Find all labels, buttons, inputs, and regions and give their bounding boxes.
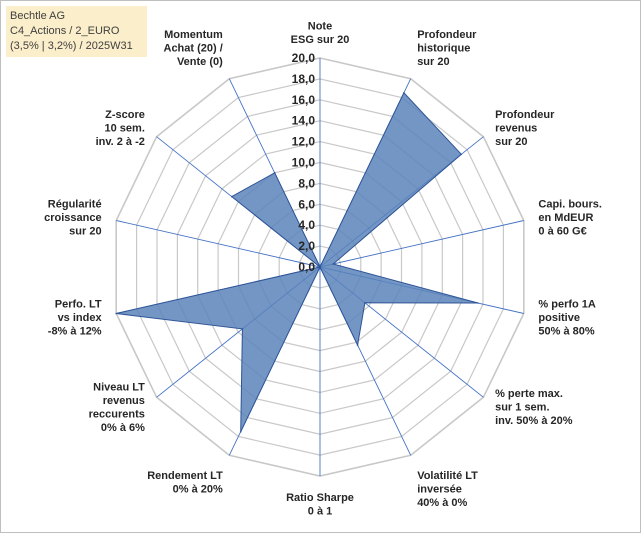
axis-label: % perfo 1A positive 50% à 80%	[538, 298, 596, 337]
company-name: Bechtle AG	[10, 10, 66, 22]
axis-label-line: Note	[308, 21, 332, 33]
axis-label: Volatilité LT inversée 40% à 0%	[417, 470, 478, 509]
axis-label-line: Achat (20) /	[164, 43, 223, 55]
tick-label: 0,0	[298, 260, 315, 274]
data-point	[241, 328, 244, 330]
tick-label: 14,0	[292, 114, 316, 128]
axis-label-line: Vente (0)	[177, 56, 223, 68]
axis-label-line: historique	[417, 43, 470, 55]
axis-label: Régularité croissance sur 20	[44, 199, 101, 238]
data-point	[364, 302, 366, 304]
axis-label-line: revenus	[103, 395, 145, 407]
axis-labels: Note ESG sur 20 Profondeur historique sur 20…	[44, 21, 602, 518]
tick-label: 8,0	[298, 176, 315, 190]
axis-label-line: inv. 2 à -2	[96, 136, 145, 148]
axis-label-line: 0 à 1	[308, 506, 332, 518]
axis-label-line: % perte max.	[495, 388, 563, 400]
tick-label: 16,0	[292, 93, 316, 107]
axis-label-line: vs index	[58, 312, 103, 324]
axis-label-line: Capi. bours.	[538, 199, 602, 211]
axis-label: % perte max. sur 1 sem. inv. 50% à 20%	[495, 388, 573, 427]
tick-label: 4,0	[298, 218, 315, 232]
axis-label-line: Profondeur	[495, 109, 555, 121]
data-point	[231, 195, 233, 198]
axis-label-line: 40% à 0%	[417, 497, 467, 509]
tick-label: 2,0	[298, 239, 315, 253]
axis-label-line: Volatilité LT	[417, 470, 478, 482]
axis-label-line: positive	[538, 312, 580, 324]
data-point	[356, 344, 359, 346]
axis-label-line: Régularité	[48, 199, 102, 211]
tick-label: 20,0	[292, 51, 316, 65]
data-point	[239, 431, 242, 433]
axis-label-line: 0 à 60 G€	[538, 226, 586, 238]
axis-label-line: % perfo 1A	[538, 298, 596, 310]
axis-spoke	[116, 220, 321, 268]
axis-label-line: Rendement LT	[147, 470, 223, 482]
axis-label-line: croissance	[44, 212, 101, 224]
axis-label: Niveau LT revenus reccurents 0% à 6%	[89, 381, 146, 434]
axis-label: Momentum Achat (20) / Vente (0)	[164, 29, 224, 68]
info-box: Bechtle AG C4_Actions / 2_EURO (3,5% | 3…	[6, 6, 147, 57]
period-label: (3,5% | 3,2%) / 2025W31	[10, 40, 133, 52]
axis-label-line: 0% à 20%	[173, 483, 223, 495]
axis-label-line: sur 1 sem.	[495, 402, 549, 414]
axis-label-line: sur 20	[417, 56, 449, 68]
axis-label-line: 10 sem.	[105, 122, 145, 134]
axis-label-line: -8% à 12%	[48, 325, 102, 337]
data-point	[460, 153, 463, 156]
axis-label-line: 50% à 80%	[538, 325, 594, 337]
axis-label-line: sur 20	[69, 226, 101, 238]
axis-label-line: Niveau LT	[93, 381, 145, 393]
axis-label-line: revenus	[495, 122, 537, 134]
axis-label-line: ESG sur 20	[291, 34, 350, 46]
tick-label: 10,0	[292, 156, 316, 170]
axis-label-line: Z-score	[105, 109, 145, 121]
axis-label-line: en MdEUR	[538, 212, 593, 224]
axis-label: Capi. bours. en MdEUR 0 à 60 G€	[538, 199, 602, 238]
tick-labels: 0,0 2,0 4,0 6,0 8,0 10,0 12,0 14,0 16,0 18,0 20,0	[292, 51, 316, 274]
axis-label: Profondeur revenus sur 20	[495, 109, 555, 148]
axis-label-line: Ratio Sharpe	[286, 492, 354, 504]
data-point	[403, 92, 405, 94]
category-label: C4_Actions / 2_EURO	[10, 25, 120, 37]
data-point	[115, 312, 117, 315]
tick-label: 12,0	[292, 135, 316, 149]
axis-label-line: Profondeur	[417, 29, 477, 41]
axis-spoke	[319, 220, 524, 268]
axis-label: Note ESG sur 20	[291, 21, 350, 47]
axis-label: Z-score 10 sem. inv. 2 à -2	[96, 109, 145, 148]
axis-label-line: Perfo. LT	[55, 298, 102, 310]
axis-label-line: sur 20	[495, 136, 527, 148]
series	[115, 91, 479, 433]
tick-label: 6,0	[298, 197, 315, 211]
axis-label-line: reccurents	[89, 408, 145, 420]
axis-label-line: Momentum	[164, 29, 223, 41]
tick-label: 18,0	[292, 72, 316, 86]
axis-label-line: inv. 50% à 20%	[495, 415, 573, 427]
axis-label: Ratio Sharpe 0 à 1	[286, 492, 354, 518]
axis-label: Rendement LT 0% à 20%	[147, 470, 223, 496]
data-point	[319, 266, 321, 268]
axis-label: Perfo. LT vs index -8% à 12%	[48, 298, 103, 337]
data-point	[477, 302, 479, 304]
axis-label-line: inversée	[417, 483, 462, 495]
data-point	[332, 263, 335, 265]
axis-label: Profondeur historique sur 20	[417, 29, 477, 68]
data-point	[273, 172, 276, 174]
axis-label-line: 0% à 6%	[101, 422, 145, 434]
